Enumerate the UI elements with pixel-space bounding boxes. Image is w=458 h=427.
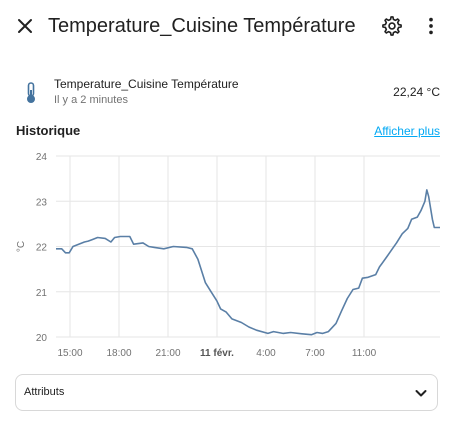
x-tick-label: 7:00 xyxy=(305,348,325,359)
x-tick-label: 4:00 xyxy=(256,348,276,359)
y-tick-label: 24 xyxy=(36,152,48,163)
entity-name: Temperature_Cuisine Température xyxy=(54,77,239,91)
chevron-down-icon xyxy=(415,390,427,397)
x-tick-label: 18:00 xyxy=(106,348,131,359)
chart-labels: 24 23 22 21 20 15:00 18:00 21:00 11 févr. 4:00 7:0… xyxy=(16,152,377,359)
dialog-title: Temperature_Cuisine Température xyxy=(48,15,356,37)
thermometer-icon xyxy=(27,82,35,103)
dots-vertical-icon[interactable] xyxy=(420,15,442,37)
x-tick-label: 11:00 xyxy=(352,348,377,359)
history-title: Historique xyxy=(16,123,81,138)
show-more-link[interactable]: Afficher plus xyxy=(374,124,440,138)
entity-state: 22,24 °C xyxy=(393,85,440,99)
y-tick-label: 23 xyxy=(36,197,48,208)
x-tick-label: 15:00 xyxy=(57,348,82,359)
y-tick-label: 21 xyxy=(36,288,48,299)
x-tick-label: 21:00 xyxy=(155,348,180,359)
history-chart: 24 23 22 21 20 15:00 18:00 21:00 11 févr. 4:00 7:0… xyxy=(16,152,440,359)
dialog-header: Temperature_Cuisine Température xyxy=(0,0,458,54)
entity-last-changed: Il y a 2 minutes xyxy=(54,94,128,106)
chart-grid xyxy=(56,155,440,338)
gear-icon[interactable] xyxy=(381,15,403,37)
entity-row[interactable]: Temperature_Cuisine Température Il y a 2… xyxy=(0,70,458,112)
chart-lines xyxy=(56,189,440,336)
y-axis-label: °C xyxy=(16,241,27,252)
y-tick-label: 22 xyxy=(36,243,48,254)
y-tick-label: 20 xyxy=(36,333,48,344)
series-line xyxy=(56,189,440,336)
attributes-expander[interactable]: Attributs xyxy=(15,374,438,411)
x-tick-label: 11 févr. xyxy=(200,348,234,359)
close-icon[interactable] xyxy=(13,14,37,38)
attributes-label: Attributs xyxy=(24,386,65,398)
